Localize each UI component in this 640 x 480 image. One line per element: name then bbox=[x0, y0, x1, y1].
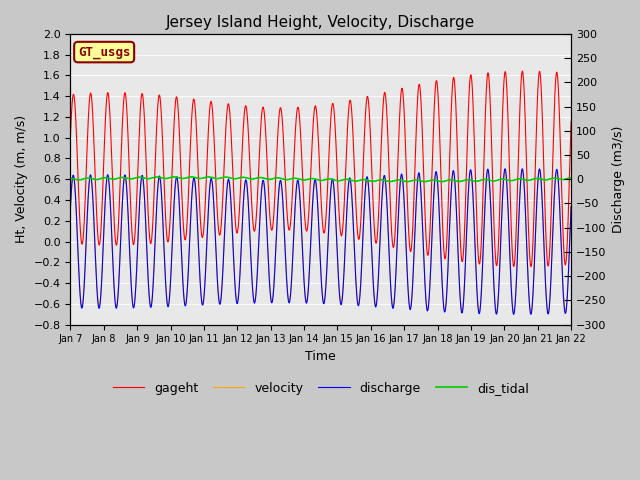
velocity bbox=[510, 309, 518, 315]
velocity bbox=[258, 187, 266, 193]
gageht bbox=[567, 119, 575, 124]
velocity bbox=[157, 190, 165, 196]
discharge bbox=[478, 275, 486, 281]
Line: dis_tidal: dis_tidal bbox=[70, 177, 571, 181]
discharge bbox=[367, 223, 374, 229]
Text: GT_usgs: GT_usgs bbox=[78, 46, 131, 59]
dis_tidal bbox=[188, 174, 195, 180]
Legend: gageht, velocity, discharge, dis_tidal: gageht, velocity, discharge, dis_tidal bbox=[108, 377, 534, 400]
dis_tidal bbox=[567, 175, 575, 180]
gageht bbox=[367, 138, 374, 144]
discharge bbox=[510, 312, 518, 317]
Title: Jersey Island Height, Velocity, Discharge: Jersey Island Height, Velocity, Discharg… bbox=[166, 15, 476, 30]
gageht bbox=[67, 133, 74, 139]
gageht bbox=[440, 249, 448, 255]
discharge bbox=[518, 166, 526, 172]
discharge bbox=[157, 189, 165, 194]
dis_tidal bbox=[420, 179, 428, 184]
Y-axis label: Ht, Velocity (m, m/s): Ht, Velocity (m, m/s) bbox=[15, 115, 28, 243]
dis_tidal bbox=[367, 178, 374, 184]
Line: velocity: velocity bbox=[70, 171, 571, 312]
dis_tidal bbox=[479, 177, 486, 183]
velocity bbox=[392, 267, 400, 273]
dis_tidal bbox=[440, 179, 448, 184]
velocity bbox=[67, 206, 74, 212]
gageht bbox=[527, 264, 535, 269]
velocity bbox=[567, 204, 575, 210]
velocity bbox=[478, 274, 486, 280]
velocity bbox=[440, 305, 448, 311]
Line: discharge: discharge bbox=[70, 169, 571, 314]
X-axis label: Time: Time bbox=[305, 350, 336, 363]
dis_tidal bbox=[157, 175, 165, 181]
discharge bbox=[67, 205, 74, 211]
velocity bbox=[518, 168, 526, 174]
gageht bbox=[478, 220, 486, 226]
discharge bbox=[392, 268, 400, 274]
gageht bbox=[258, 112, 266, 118]
Line: gageht: gageht bbox=[70, 71, 571, 266]
Y-axis label: Discharge (m3/s): Discharge (m3/s) bbox=[612, 126, 625, 233]
gageht bbox=[392, 211, 400, 216]
dis_tidal bbox=[67, 176, 74, 181]
discharge bbox=[567, 204, 575, 209]
discharge bbox=[440, 307, 448, 312]
discharge bbox=[258, 185, 266, 191]
velocity bbox=[367, 223, 374, 229]
gageht bbox=[157, 112, 165, 118]
dis_tidal bbox=[392, 177, 400, 183]
dis_tidal bbox=[258, 175, 266, 180]
gageht bbox=[518, 68, 526, 74]
